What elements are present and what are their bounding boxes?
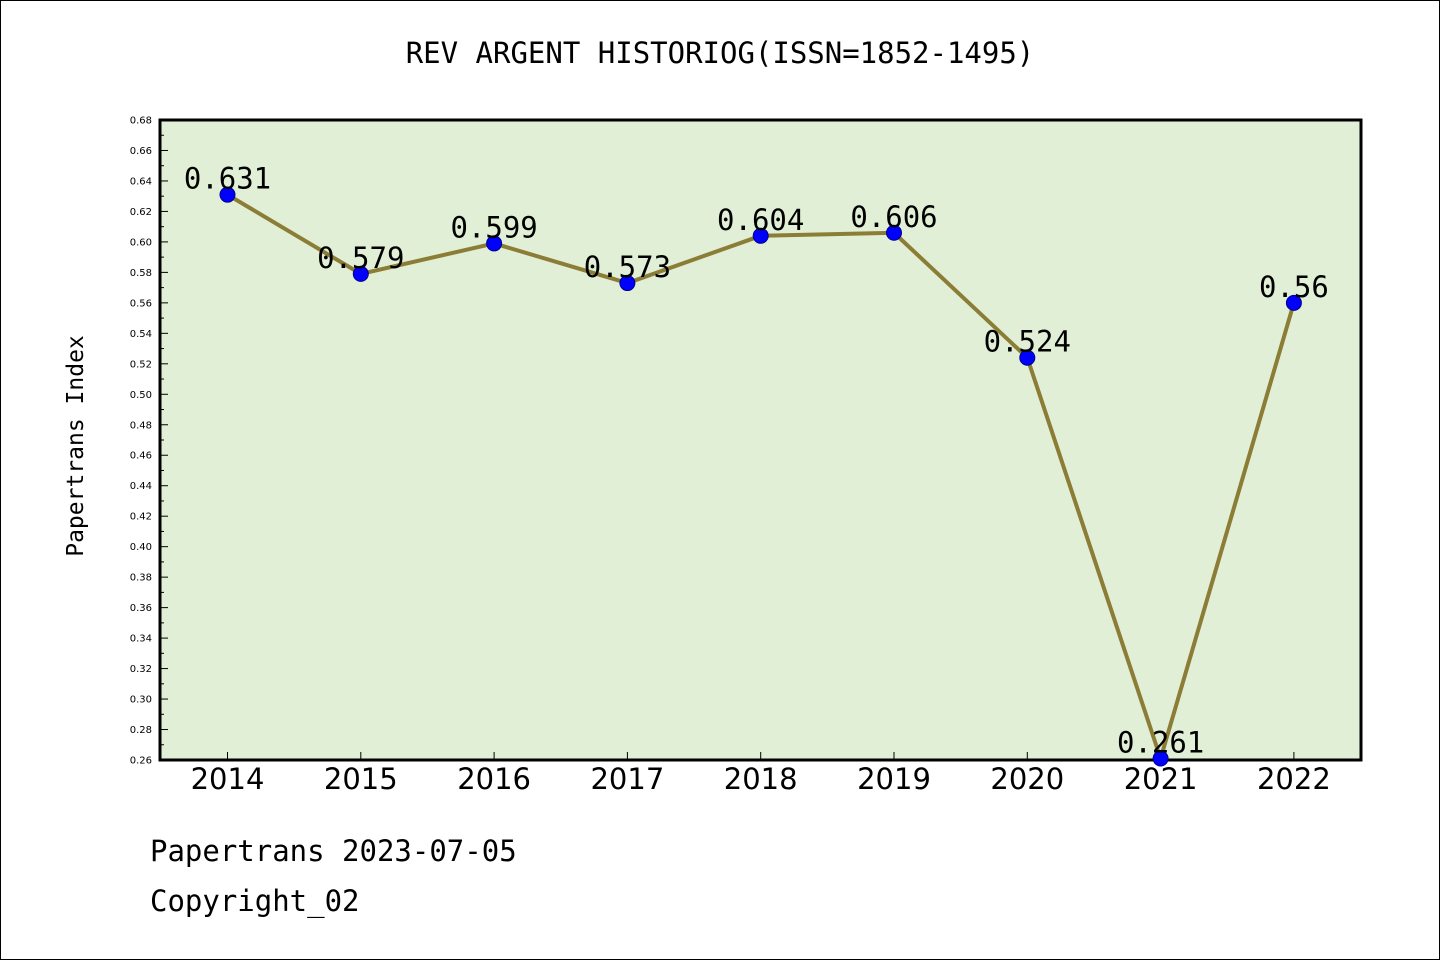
data-label: 0.573 [584,250,671,284]
x-tick-label: 2014 [191,762,265,796]
data-label: 0.606 [850,200,937,234]
x-tick-label: 2017 [590,762,664,796]
y-tick-label: 0.54 [130,329,152,340]
data-point-marker [1019,349,1036,366]
y-tick-label: 0.48 [130,420,152,431]
data-label: 0.599 [450,210,537,244]
chart-title: REV ARGENT HISTORIOG(ISSN=1852-1495) [405,36,1035,70]
y-tick-label: 0.64 [130,176,152,187]
footer-source-date: Papertrans 2023-07-05 [150,834,517,868]
y-tick-label: 0.40 [130,542,152,553]
data-point-marker [1152,750,1169,767]
y-tick-label: 0.38 [130,573,152,584]
data-point-marker [886,224,902,241]
y-tick-label: 0.60 [130,237,152,248]
y-tick-label: 0.56 [130,298,152,309]
y-tick-label: 0.42 [130,512,152,523]
data-point-marker [486,235,503,252]
y-tick-label: 0.26 [130,756,152,767]
data-label: 0.524 [984,325,1071,359]
y-tick-label: 0.66 [130,146,152,157]
data-label: 0.56 [1259,270,1329,304]
x-tick-label: 2019 [857,762,931,796]
y-tick-label: 0.62 [130,207,152,218]
y-tick-label: 0.52 [130,359,152,370]
footer-copyright: Copyright_02 [150,884,360,918]
y-tick-label: 0.68 [130,116,152,127]
y-tick-label: 0.28 [130,725,152,736]
data-label: 0.579 [317,241,404,275]
y-tick-label: 0.50 [130,390,152,401]
x-tick-label: 2022 [1257,762,1331,796]
data-label: 0.631 [184,162,271,196]
x-tick-label: 2016 [457,762,531,796]
data-point-marker [619,275,636,292]
y-tick-label: 0.58 [130,268,152,279]
y-tick-label: 0.36 [130,603,152,614]
x-tick-label: 2018 [724,762,798,796]
data-point-marker [752,227,769,244]
x-tick-label: 2021 [1124,762,1198,796]
data-point-marker [352,265,369,282]
y-tick-label: 0.32 [130,664,152,675]
data-point-marker [219,186,236,203]
plot-area [158,118,1363,762]
y-tick-label: 0.46 [130,451,152,462]
y-tick-label: 0.30 [130,695,152,706]
y-tick-label: 0.44 [130,481,152,492]
data-point-marker [1285,294,1302,311]
y-tick-label: 0.34 [130,634,152,645]
data-label: 0.604 [717,203,804,237]
x-tick-label: 2020 [990,762,1064,796]
x-tick-label: 2015 [324,762,398,796]
data-label: 0.261 [1117,725,1204,759]
